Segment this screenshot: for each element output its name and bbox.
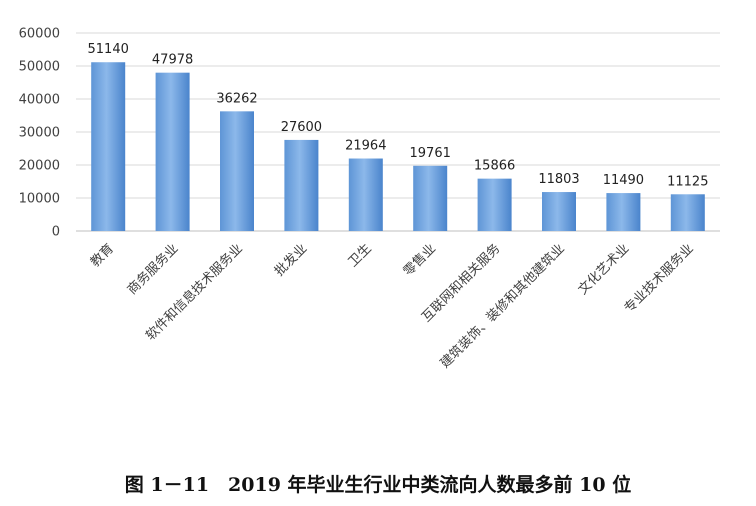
data-label: 47978 xyxy=(152,53,193,68)
bars xyxy=(91,62,705,231)
y-tick-label: 30000 xyxy=(19,126,60,141)
category-label: 零售业 xyxy=(400,241,439,280)
bar xyxy=(477,178,512,231)
y-tick-label: 20000 xyxy=(19,159,60,174)
data-label: 21964 xyxy=(345,139,386,154)
data-label: 11490 xyxy=(603,173,644,188)
category-label: 商务服务业 xyxy=(124,241,181,298)
data-label: 27600 xyxy=(281,120,322,135)
data-label: 51140 xyxy=(88,42,129,57)
bar xyxy=(413,165,448,231)
bar xyxy=(155,72,190,231)
bar xyxy=(542,192,576,231)
category-label: 文化艺术业 xyxy=(576,241,633,298)
category-label: 建筑装饰、装修和其他建筑业 xyxy=(437,241,568,372)
y-tick-label: 40000 xyxy=(19,93,60,108)
category-label: 专业技术服务业 xyxy=(621,241,697,317)
data-label: 11125 xyxy=(667,174,708,189)
figure-caption: 图 1－11 2019 年毕业生行业中类流向人数最多前 10 位 xyxy=(124,474,632,496)
bar xyxy=(670,194,705,231)
y-tick-label: 60000 xyxy=(19,27,60,42)
data-label: 15866 xyxy=(474,159,515,174)
bar xyxy=(284,139,319,231)
bar xyxy=(606,193,641,231)
data-label: 36262 xyxy=(216,91,257,106)
category-label: 卫生 xyxy=(346,241,375,270)
data-labels: 51140 47978 36262 27600 21964 19761 15866 11803… xyxy=(88,42,709,189)
category-label: 教育 xyxy=(87,241,117,271)
y-tick-label: 50000 xyxy=(19,60,60,75)
bar xyxy=(91,62,126,231)
data-label: 19761 xyxy=(410,146,451,161)
data-label: 11803 xyxy=(538,172,579,187)
category-label: 批发业 xyxy=(271,241,310,280)
y-tick-label: 10000 xyxy=(19,192,60,207)
bar-chart: 0 10000 20000 30000 40000 50000 60000 51140 479… xyxy=(19,27,720,372)
bar xyxy=(220,111,254,231)
y-axis-ticks: 0 10000 20000 30000 40000 50000 60000 xyxy=(19,27,60,240)
y-tick-label: 0 xyxy=(52,225,60,240)
bar xyxy=(348,158,383,231)
